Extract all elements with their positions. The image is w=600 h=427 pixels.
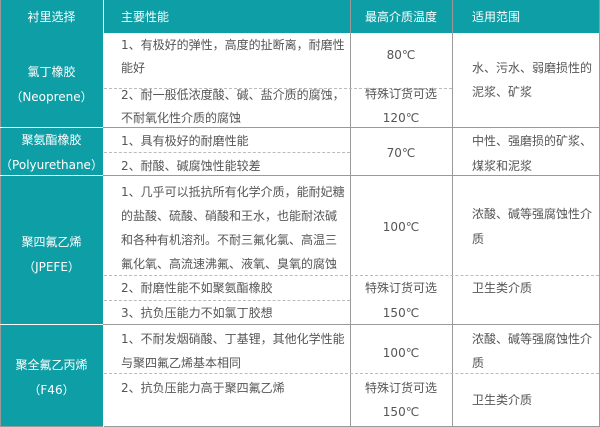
property-text: 不耐氧化性介质的腐蚀 [121,111,242,125]
header-row [0,0,600,33]
header-temperature: 最高介质温度 [364,10,437,24]
lining-column-bg [0,33,103,427]
dashed-divider [104,88,452,89]
property-text: 2、耐一般低浓度酸、碱、盐介质的腐蚀， [121,88,345,102]
divider [0,175,103,176]
lining-code: （F46） [28,383,75,397]
scope-text: 卫生类介质 [472,281,533,295]
scope-text: 质 [472,356,485,370]
temperature-option: 特殊订货可选 [364,281,437,295]
dashed-divider [104,373,599,374]
dashed-divider [104,300,350,301]
temperature: 150℃ [382,306,420,320]
scope-text: 质 [472,232,485,246]
divider [103,0,104,427]
scope-text: 水、污水、弱磨损性的 [472,61,593,75]
header-lining: 衬里选择 [27,10,76,24]
property-text: 的盐酸、硫酸、硝酸和王水，也能耐浓碱 [121,209,338,223]
divider [350,0,351,427]
property-text: 与聚四氟乙烯基本相同 [121,356,242,370]
divider [0,324,103,325]
dashed-divider [104,275,599,276]
temperature: 70℃ [386,146,416,160]
property-text: 1、不耐发烟硝酸、丁基锂，其他化学性能 [121,332,345,346]
lining-code: （Neoprene） [10,90,93,104]
divider [103,324,600,325]
divider [103,175,600,176]
temperature: 80℃ [386,48,416,62]
temperature-option: 特殊订货可选 [364,381,437,395]
border [0,0,1,427]
lining-code: （Polyurethane） [0,158,103,172]
divider [103,127,600,128]
scope-text: 浓酸、碱等强腐蚀性介 [472,332,593,346]
lining-code: （JPEFE） [23,260,80,274]
property-text: 2、耐酸、碱腐蚀性能较差 [121,159,261,173]
scope-text: 泥浆、矿浆 [472,85,533,99]
scope-text: 卫生类介质 [472,393,533,407]
header-properties: 主要性能 [121,10,170,24]
lining-name: 聚氨酯橡胶 [21,133,82,147]
temperature: 100℃ [382,220,420,234]
property-text: 1、有极好的弹性，高度的扯断离，耐磨性 [121,38,345,52]
lining-name: 氯丁橡胶 [27,65,76,79]
divider [452,0,453,427]
temperature: 120℃ [382,111,420,125]
scope-text: 浓酸、碱等强腐蚀性介 [472,207,593,221]
property-text: 和各种有机溶剂。不耐三氟化氯、高温三 [121,233,338,247]
header-scope: 适用范围 [472,10,521,24]
scope-text: 煤浆和泥浆 [472,159,533,173]
dashed-divider [104,152,350,153]
temperature: 100℃ [382,346,420,360]
property-text: 能好 [121,61,146,75]
property-text: 2、抗负压能力高于聚四氟乙烯 [121,381,285,395]
temperature: 150℃ [382,405,420,419]
lining-name: 聚四氟乙烯 [21,235,82,249]
property-text: 1、具有极好的耐磨性能 [121,134,249,148]
property-text: 2、耐磨性能不如聚氨酯橡胶 [121,281,273,295]
property-text: 氟化氧、高流速沸氟、液氧、臭氧的腐蚀 [121,257,338,271]
temperature-option: 特殊订货可选 [364,87,437,101]
scope-text: 中性、强磨损的矿浆、 [472,134,593,148]
property-text: 3、抗负压能力不如氯丁胶想 [121,306,273,320]
lining-name: 聚全氟乙丙烯 [15,358,88,372]
property-text: 1、几乎可以抵抗所有化学介质，能耐妃糖 [121,185,345,199]
